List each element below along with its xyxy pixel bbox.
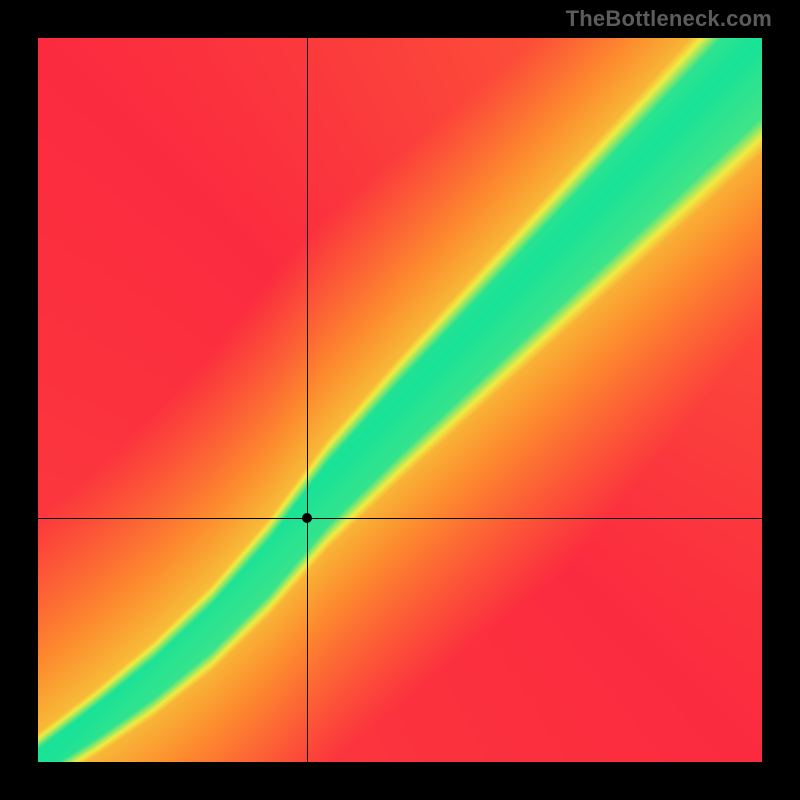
plot-area: [38, 38, 762, 762]
crosshair-horizontal: [38, 518, 762, 519]
chart-frame: TheBottleneck.com: [0, 0, 800, 800]
heatmap-canvas: [38, 38, 762, 762]
data-point-marker: [302, 513, 312, 523]
crosshair-vertical: [307, 38, 308, 762]
watermark-text: TheBottleneck.com: [566, 6, 772, 32]
